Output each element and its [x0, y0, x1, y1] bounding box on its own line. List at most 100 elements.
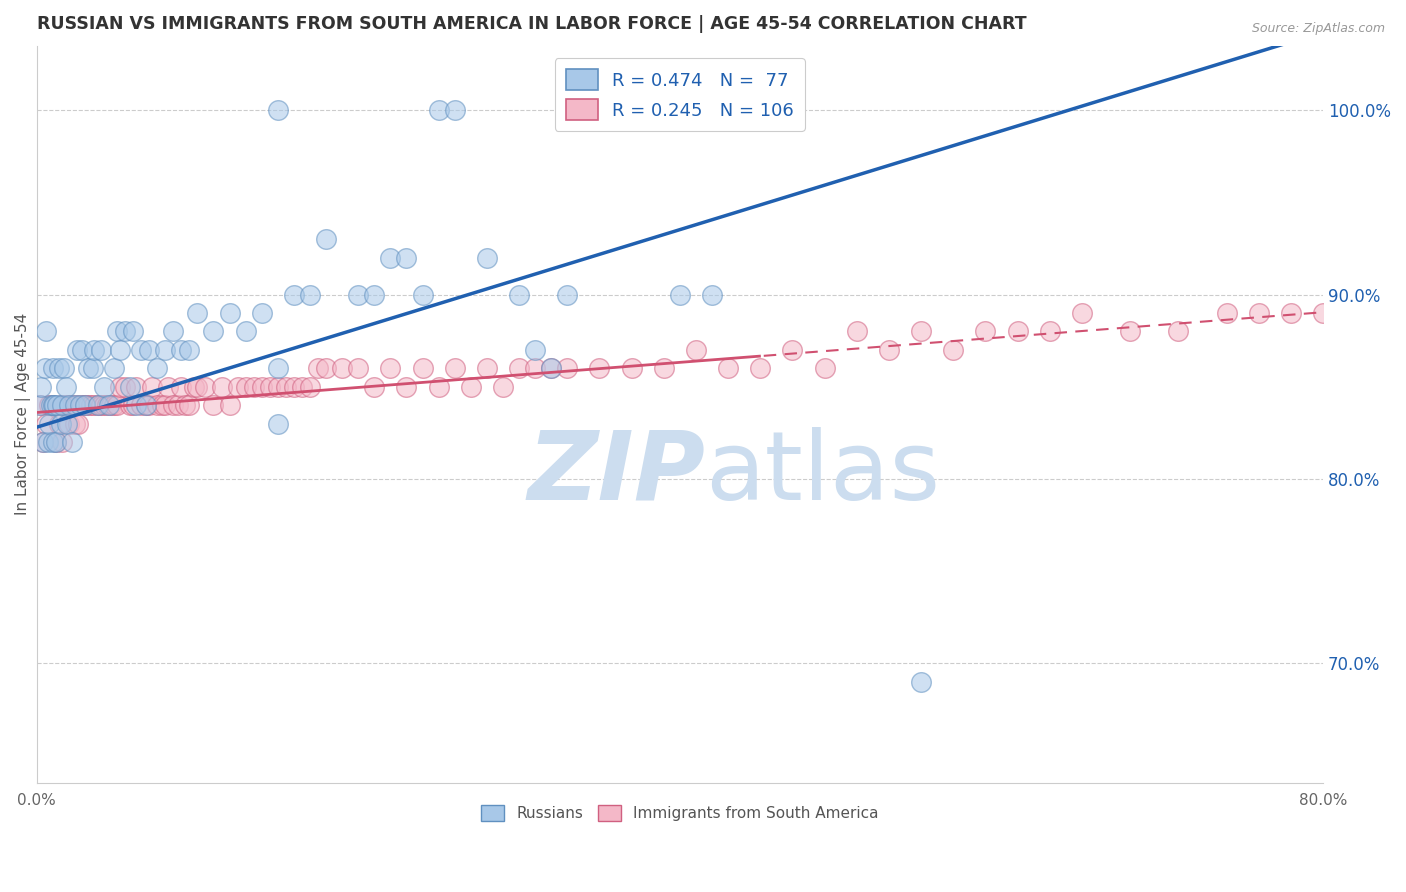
Point — [427, 103, 450, 118]
Point — [620, 361, 643, 376]
Point — [1329, 306, 1351, 320]
Point — [118, 398, 141, 412]
Point — [555, 287, 578, 301]
Point — [37, 435, 59, 450]
Point — [162, 398, 184, 412]
Point — [45, 435, 67, 450]
Point — [90, 398, 112, 412]
Point — [250, 306, 273, 320]
Point — [1070, 306, 1092, 320]
Point — [637, 103, 659, 118]
Point — [138, 343, 160, 357]
Point — [73, 398, 96, 412]
Point — [103, 361, 125, 376]
Point — [155, 343, 177, 357]
Point — [141, 380, 163, 394]
Point — [202, 325, 225, 339]
Point — [380, 251, 402, 265]
Point — [267, 380, 290, 394]
Legend: Russians, Immigrants from South America: Russians, Immigrants from South America — [475, 799, 884, 827]
Point — [1215, 306, 1237, 320]
Point — [138, 398, 160, 412]
Point — [118, 380, 141, 394]
Point — [45, 435, 67, 450]
Point — [100, 398, 122, 412]
Point — [813, 361, 835, 376]
Point — [267, 417, 290, 431]
Point — [122, 325, 145, 339]
Point — [38, 398, 60, 412]
Point — [125, 380, 148, 394]
Point — [186, 380, 208, 394]
Text: ZIP: ZIP — [527, 427, 706, 520]
Point — [114, 380, 136, 394]
Point — [347, 361, 370, 376]
Point — [32, 435, 55, 450]
Point — [73, 398, 96, 412]
Point — [910, 325, 932, 339]
Point — [1312, 306, 1334, 320]
Point — [540, 361, 562, 376]
Point — [41, 398, 63, 412]
Point — [44, 398, 66, 412]
Point — [162, 325, 184, 339]
Point — [267, 103, 290, 118]
Point — [167, 398, 190, 412]
Point — [1007, 325, 1029, 339]
Point — [41, 398, 63, 412]
Point — [48, 417, 70, 431]
Point — [1167, 325, 1189, 339]
Point — [83, 398, 105, 412]
Point — [412, 361, 434, 376]
Point — [202, 398, 225, 412]
Point — [51, 435, 73, 450]
Point — [135, 398, 157, 412]
Point — [1119, 325, 1142, 339]
Point — [226, 380, 249, 394]
Point — [259, 380, 281, 394]
Point — [1376, 306, 1399, 320]
Point — [86, 398, 108, 412]
Point — [330, 361, 353, 376]
Point — [173, 398, 195, 412]
Point — [283, 287, 305, 301]
Point — [845, 325, 868, 339]
Point — [363, 380, 385, 394]
Point — [363, 287, 385, 301]
Point — [194, 380, 217, 394]
Point — [63, 398, 86, 412]
Point — [395, 251, 418, 265]
Point — [524, 361, 547, 376]
Point — [380, 361, 402, 376]
Point — [28, 398, 51, 412]
Point — [56, 417, 79, 431]
Point — [974, 325, 997, 339]
Point — [114, 325, 136, 339]
Point — [242, 380, 264, 394]
Point — [669, 287, 692, 301]
Point — [70, 398, 93, 412]
Point — [717, 361, 740, 376]
Point — [60, 435, 83, 450]
Point — [652, 361, 675, 376]
Point — [179, 343, 201, 357]
Point — [93, 380, 115, 394]
Point — [129, 398, 152, 412]
Point — [183, 380, 205, 394]
Point — [83, 343, 105, 357]
Point — [122, 398, 145, 412]
Point — [70, 343, 93, 357]
Point — [34, 361, 56, 376]
Point — [218, 306, 240, 320]
Point — [1360, 306, 1382, 320]
Point — [1344, 306, 1367, 320]
Point — [1039, 325, 1062, 339]
Text: atlas: atlas — [706, 427, 941, 520]
Point — [82, 361, 104, 376]
Point — [475, 251, 498, 265]
Point — [51, 398, 73, 412]
Point — [1279, 306, 1302, 320]
Point — [274, 380, 297, 394]
Point — [291, 380, 314, 394]
Point — [1392, 306, 1406, 320]
